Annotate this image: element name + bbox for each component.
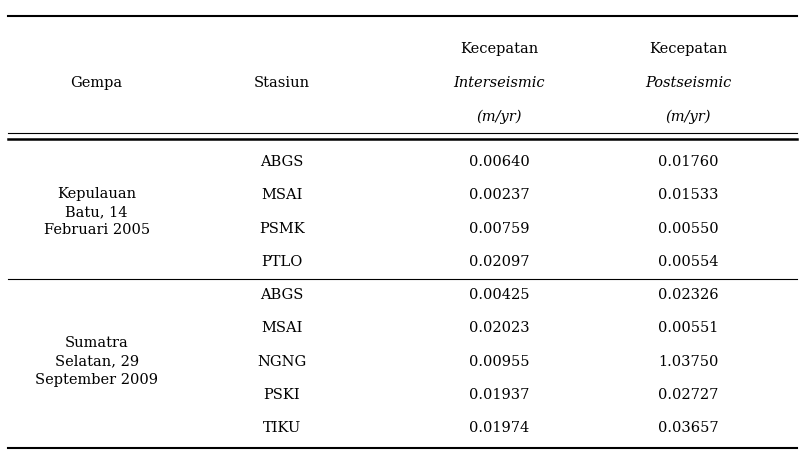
Text: 1.03750: 1.03750 [658, 355, 718, 369]
Text: PSMK: PSMK [259, 222, 304, 236]
Text: (m/yr): (m/yr) [477, 109, 522, 124]
Text: 0.00425: 0.00425 [469, 288, 530, 302]
Text: 0.01760: 0.01760 [658, 155, 719, 169]
Text: TIKU: TIKU [262, 421, 301, 435]
Text: Gempa: Gempa [71, 76, 122, 90]
Text: 0.00554: 0.00554 [658, 255, 719, 269]
Text: 0.02326: 0.02326 [658, 288, 719, 302]
Text: Kecepatan: Kecepatan [460, 42, 539, 55]
Text: 0.01533: 0.01533 [658, 188, 719, 202]
Text: 0.01974: 0.01974 [469, 421, 529, 435]
Text: 0.00640: 0.00640 [469, 155, 530, 169]
Text: 0.02023: 0.02023 [469, 322, 530, 335]
Text: Kecepatan: Kecepatan [649, 42, 728, 55]
Text: 0.00551: 0.00551 [658, 322, 718, 335]
Text: 0.02727: 0.02727 [658, 388, 718, 402]
Text: Kepulauan
Batu, 14
Februari 2005: Kepulauan Batu, 14 Februari 2005 [43, 187, 150, 237]
Text: NGNG: NGNG [257, 355, 307, 369]
Text: ABGS: ABGS [260, 288, 303, 302]
Text: 0.00759: 0.00759 [469, 222, 530, 236]
Text: Postseismic: Postseismic [645, 76, 732, 90]
Text: PSKI: PSKI [263, 388, 300, 402]
Text: 0.03657: 0.03657 [658, 421, 719, 435]
Text: 0.01937: 0.01937 [469, 388, 530, 402]
Text: MSAI: MSAI [261, 188, 303, 202]
Text: 0.02097: 0.02097 [469, 255, 530, 269]
Text: 0.00955: 0.00955 [469, 355, 530, 369]
Text: PTLO: PTLO [261, 255, 303, 269]
Text: 0.00550: 0.00550 [658, 222, 719, 236]
Text: Sumatra
Selatan, 29
September 2009: Sumatra Selatan, 29 September 2009 [35, 336, 158, 387]
Text: (m/yr): (m/yr) [666, 109, 711, 124]
Text: Stasiun: Stasiun [254, 76, 310, 90]
Text: Interseismic: Interseismic [453, 76, 545, 90]
Text: 0.00237: 0.00237 [469, 188, 530, 202]
Text: MSAI: MSAI [261, 322, 303, 335]
Text: ABGS: ABGS [260, 155, 303, 169]
